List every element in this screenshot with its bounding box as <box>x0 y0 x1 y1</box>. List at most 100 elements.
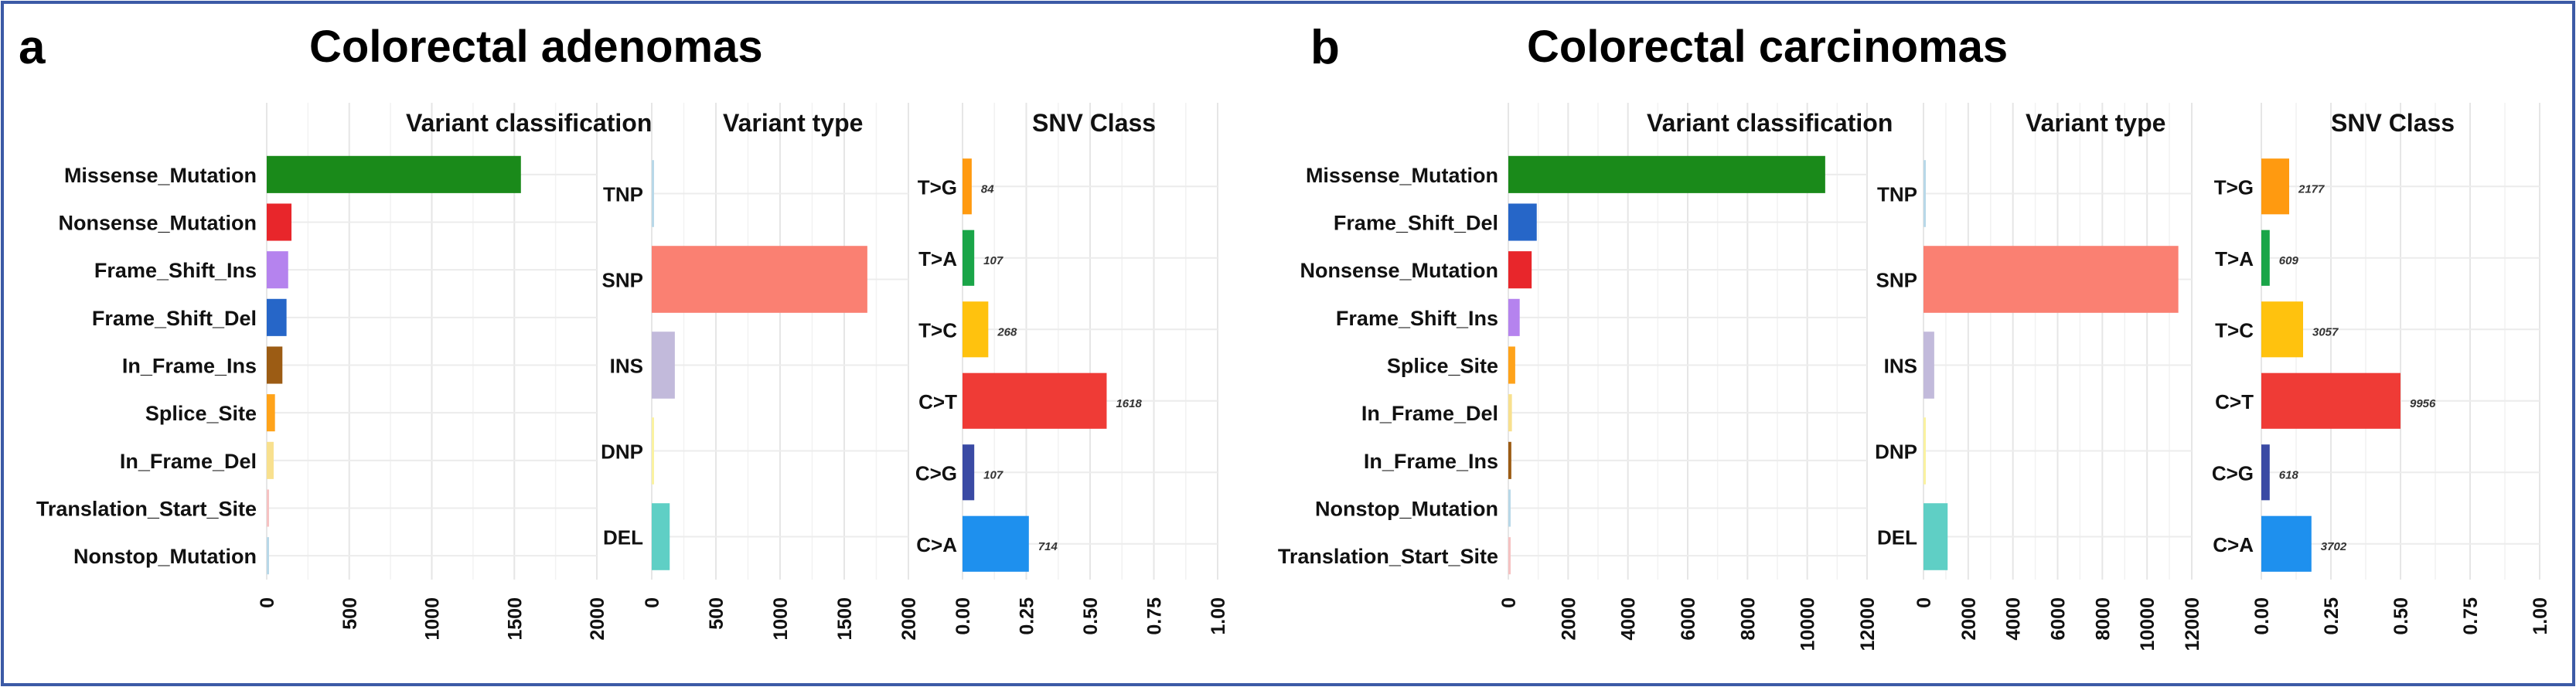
bar-DNP <box>652 417 654 485</box>
panel-b-title: Colorectal carcinomas <box>1527 22 2008 72</box>
tick-label: 0.25 <box>1017 597 1038 635</box>
tick-label: 1.00 <box>1208 597 1229 635</box>
bar-TNP <box>1923 160 1926 227</box>
data-label: 3057 <box>2312 325 2339 338</box>
bar-In_Frame_Ins <box>267 346 283 384</box>
category-label: Splice_Site <box>145 402 257 425</box>
bar-TNP <box>652 160 654 227</box>
category-label: In_Frame_Ins <box>1364 450 1498 473</box>
category-label: DEL <box>1877 526 1917 549</box>
bar-SNP <box>1923 246 2179 313</box>
category-label: Missense_Mutation <box>1306 164 1498 187</box>
tick-label: 8000 <box>1737 597 1759 641</box>
tick-label: 0.25 <box>2321 597 2343 635</box>
bar-C>G <box>963 444 975 501</box>
category-label: T>G <box>2214 175 2254 199</box>
category-label: T>G <box>918 175 957 199</box>
bar-DNP <box>1923 417 1926 485</box>
category-label: C>T <box>2215 390 2254 413</box>
tick-label: 10000 <box>2137 597 2159 651</box>
category-label: In_Frame_Del <box>120 450 257 473</box>
data-label: 107 <box>983 468 1003 481</box>
bar-Splice_Site <box>267 394 275 432</box>
category-label: SNP <box>602 269 643 292</box>
chart-a_vt: Variant type TNP SNP INS DNP DEL 0 500 1000 1500 2… <box>601 103 920 641</box>
tick-label: 0 <box>1913 597 1935 608</box>
bar-Nonstop_Mutation <box>267 537 269 575</box>
category-label: Frame_Shift_Ins <box>94 259 257 282</box>
tick-label: 2000 <box>587 597 608 641</box>
category-label: C>G <box>2212 461 2254 485</box>
category-label: C>A <box>916 533 957 556</box>
tick-label: 0.75 <box>2460 597 2482 635</box>
data-label: 714 <box>1038 540 1058 553</box>
tick-label: 0 <box>642 597 663 608</box>
tick-label: 0.75 <box>1144 597 1166 635</box>
bar-Frame_Shift_Ins <box>267 251 288 289</box>
category-label: SNP <box>1876 269 1917 292</box>
category-label: DEL <box>603 526 643 549</box>
chart-a_snv: SNV Class T>G 84 T>A 107 T>C 268 C>T 1618 C>G 107 C… <box>915 103 1229 635</box>
tick-label: 4000 <box>2003 597 2025 641</box>
bar-Missense_Mutation <box>267 155 521 193</box>
bar-C>T <box>963 372 1107 429</box>
bar-Missense_Mutation <box>1508 155 1825 193</box>
tick-label: 12000 <box>1857 597 1879 651</box>
category-label: INS <box>1884 355 1917 378</box>
category-label: In_Frame_Del <box>1361 402 1498 425</box>
tick-label: 2000 <box>1558 597 1579 641</box>
chart-title: Variant classification <box>1647 109 1893 137</box>
bar-DEL <box>1923 503 1948 570</box>
category-label: Missense_Mutation <box>64 164 257 187</box>
tick-label: 500 <box>706 597 727 630</box>
data-label: 2177 <box>2298 182 2325 196</box>
category-label: Frame_Shift_Del <box>1334 212 1498 235</box>
category-label: Translation_Start_Site <box>36 498 257 521</box>
tick-label: 1000 <box>422 597 444 641</box>
tick-label: 6000 <box>2048 597 2070 641</box>
category-label: Nonsense_Mutation <box>1300 259 1498 282</box>
tick-label: 10000 <box>1797 597 1819 651</box>
category-label: INS <box>610 355 643 378</box>
bar-Frame_Shift_Ins <box>1508 298 1520 336</box>
chart-title: SNV Class <box>1032 109 1156 137</box>
bar-In_Frame_Ins <box>1508 441 1511 479</box>
category-label: T>A <box>2215 247 2254 270</box>
tick-label: 0.00 <box>952 597 974 635</box>
data-label: 9956 <box>2410 397 2436 410</box>
data-label: 84 <box>981 182 994 196</box>
bar-In_Frame_Del <box>267 441 274 479</box>
category-label: Frame_Shift_Ins <box>1336 307 1498 330</box>
tick-label: 0.50 <box>2390 597 2412 635</box>
bar-C>G <box>2261 444 2270 501</box>
category-label: T>A <box>918 247 957 270</box>
category-label: T>C <box>2215 318 2254 342</box>
bar-T>G <box>2261 158 2289 215</box>
category-label: TNP <box>1877 183 1917 206</box>
bar-C>A <box>963 515 1029 572</box>
bar-T>G <box>963 158 972 215</box>
bar-Nonstop_Mutation <box>1508 489 1511 527</box>
category-label: Nonsense_Mutation <box>58 212 257 235</box>
category-label: Splice_Site <box>1387 355 1498 378</box>
chart-b_snv: SNV Class T>G 2177 T>A 609 T>C 3057 C>T 9956 C>G 6… <box>2212 103 2551 635</box>
data-label: 3702 <box>2321 540 2347 553</box>
category-label: T>C <box>918 318 957 342</box>
tick-label: 12000 <box>2182 597 2203 651</box>
data-label: 609 <box>2279 254 2299 267</box>
data-label: 107 <box>983 254 1003 267</box>
chart-a_vc: Variant classification Missense_Mutation N… <box>36 103 652 641</box>
category-label: Nonstop_Mutation <box>73 545 257 568</box>
tick-label: 8000 <box>2092 597 2114 641</box>
tick-label: 1500 <box>504 597 526 641</box>
tick-label: 2000 <box>898 597 920 641</box>
bar-Translation_Start_Site <box>1508 537 1511 575</box>
tick-label: 500 <box>339 597 361 630</box>
category-label: In_Frame_Ins <box>122 355 257 378</box>
tick-label: 1.00 <box>2530 597 2551 635</box>
bar-Frame_Shift_Del <box>1508 203 1537 241</box>
tick-label: 6000 <box>1678 597 1699 641</box>
data-label: 618 <box>2279 468 2299 481</box>
category-label: C>T <box>918 390 957 413</box>
